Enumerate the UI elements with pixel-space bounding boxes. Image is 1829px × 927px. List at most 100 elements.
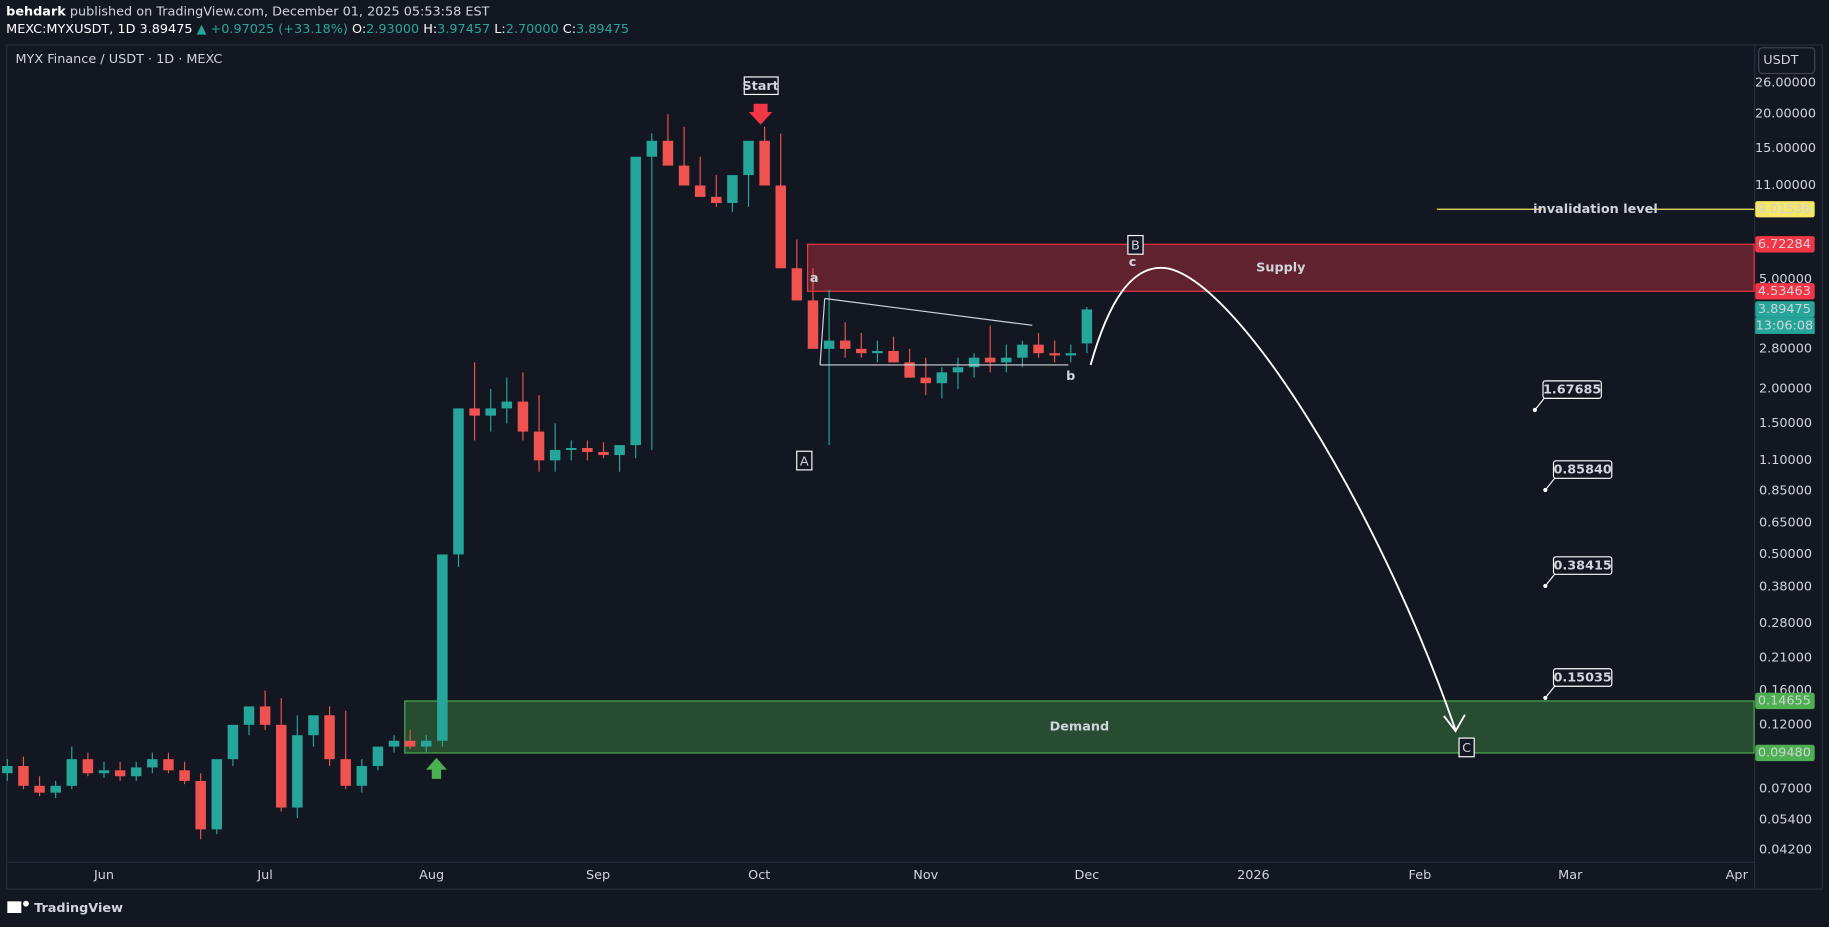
candle-body: [421, 740, 432, 747]
price-tag: [1755, 283, 1815, 300]
price-tag: [1755, 201, 1815, 218]
candle-body: [920, 377, 932, 384]
candle-body: [324, 715, 335, 760]
frame: [6, 44, 1823, 890]
header-line-2: MEXC:MYXUSDT, 1D 3.89475 ▲ +0.97025 (+33…: [6, 22, 629, 37]
candle-body: [968, 357, 980, 368]
wave-label: a: [810, 271, 819, 286]
candle-body: [163, 759, 174, 771]
candle-body: [517, 401, 529, 432]
wave-label: B: [1131, 239, 1140, 254]
price-tag: [1755, 236, 1815, 253]
candle-body: [984, 357, 996, 363]
header-line-1: behdark published on TradingView.com, De…: [6, 4, 489, 19]
candle-body: [485, 408, 496, 416]
zone-label: Supply: [1256, 260, 1306, 275]
candle-body: [856, 348, 867, 354]
target-label: 0.85840: [1553, 463, 1611, 478]
ohlc-label: C:: [563, 22, 576, 37]
x-tick-label: Nov: [913, 868, 938, 883]
legend: MYX Finance / USDT · 1D · MEXC: [15, 52, 222, 67]
invalidation-label: invalidation level: [1533, 202, 1658, 217]
target-box: [1552, 668, 1613, 687]
candle-body: [775, 185, 786, 269]
wave-label: b: [1066, 369, 1075, 384]
candle-body: [2, 765, 13, 774]
y-tick-label: 20.00000: [1755, 107, 1816, 122]
candle-body: [952, 367, 964, 373]
zone: [807, 243, 1755, 292]
candle-body: [66, 759, 78, 786]
price-tag: [1755, 744, 1815, 762]
ohlc-value: 2.70000: [506, 22, 559, 37]
wave-box: [1458, 737, 1475, 758]
price-tag-label: 6.72284: [1758, 237, 1811, 252]
price-tag-label: 4.53463: [1758, 284, 1811, 299]
y-tick-label: 0.38000: [1759, 580, 1812, 595]
candle-body: [791, 268, 803, 301]
candle-body: [356, 765, 368, 786]
candle-body: [404, 740, 416, 747]
overlay: Supply Demand invalidation level 1.67685 0.8…: [1050, 201, 1755, 734]
symbol: MEXC:MYXUSDT, 1D: [6, 22, 135, 37]
candle-body: [1065, 353, 1077, 356]
target-label: 0.38415: [1553, 559, 1611, 574]
currency[interactable]: USDT: [1763, 53, 1798, 68]
candle-body: [18, 765, 29, 786]
x-tick-label: Feb: [1409, 868, 1432, 883]
candle-body: [469, 408, 480, 416]
candles: [2, 114, 1093, 840]
ohlc-label: L:: [494, 22, 505, 37]
countdown-bg: [1755, 317, 1815, 334]
candle-body: [727, 175, 738, 204]
candle-body: [34, 785, 45, 793]
published: published on TradingView.com, December 0…: [70, 4, 490, 19]
candle-body: [1001, 357, 1012, 363]
candle-body: [823, 340, 835, 349]
target-box: [1552, 556, 1613, 575]
y-tick-label: 0.05400: [1759, 813, 1812, 828]
y-tick-label: 0.65000: [1759, 516, 1812, 531]
target-label: 0.15035: [1553, 671, 1611, 686]
candle-body: [598, 451, 609, 456]
zone: [404, 700, 1755, 754]
x-tick-label: Aug: [419, 868, 444, 883]
wave-box: [796, 450, 813, 471]
candle-body: [501, 401, 513, 409]
candle-body: [807, 300, 819, 349]
price-tag-label: 3.89475: [1758, 302, 1811, 317]
wave-box: [743, 76, 779, 96]
target-box: [1552, 460, 1613, 479]
wave-box: [1127, 234, 1144, 255]
ohlc-value: 3.97457: [437, 22, 490, 37]
currency-button[interactable]: [1758, 47, 1816, 75]
candle-body: [179, 770, 190, 781]
triangle: [819, 297, 1069, 366]
wave-label: A: [800, 454, 809, 469]
y-tick-label: 0.12000: [1759, 717, 1812, 732]
price-tag: [1755, 301, 1815, 318]
change: ▲ +0.97025 (+33.18%): [197, 22, 348, 37]
candle-body: [1049, 353, 1060, 356]
candle-body: [533, 431, 545, 461]
y-tick-label: 0.85000: [1759, 484, 1812, 499]
x-tick-label: 2026: [1237, 868, 1270, 883]
wave-label: c: [1129, 255, 1137, 270]
candle-body: [211, 759, 223, 830]
candle-body: [549, 449, 561, 461]
demand-arrow: [425, 757, 447, 779]
target-connector: [1544, 685, 1556, 699]
y-tick-label: 2.80000: [1759, 341, 1812, 356]
candle-body: [646, 140, 658, 157]
y-tick-label: 15.00000: [1755, 141, 1816, 156]
y-tick-label: 0.07000: [1759, 782, 1812, 797]
footer: TradingView: [34, 901, 123, 916]
target-connector: [1534, 398, 1545, 411]
candle-body: [936, 372, 948, 384]
projection-arrowhead: [1443, 714, 1466, 733]
candle-body: [904, 362, 915, 378]
price-tag: [1755, 692, 1815, 710]
